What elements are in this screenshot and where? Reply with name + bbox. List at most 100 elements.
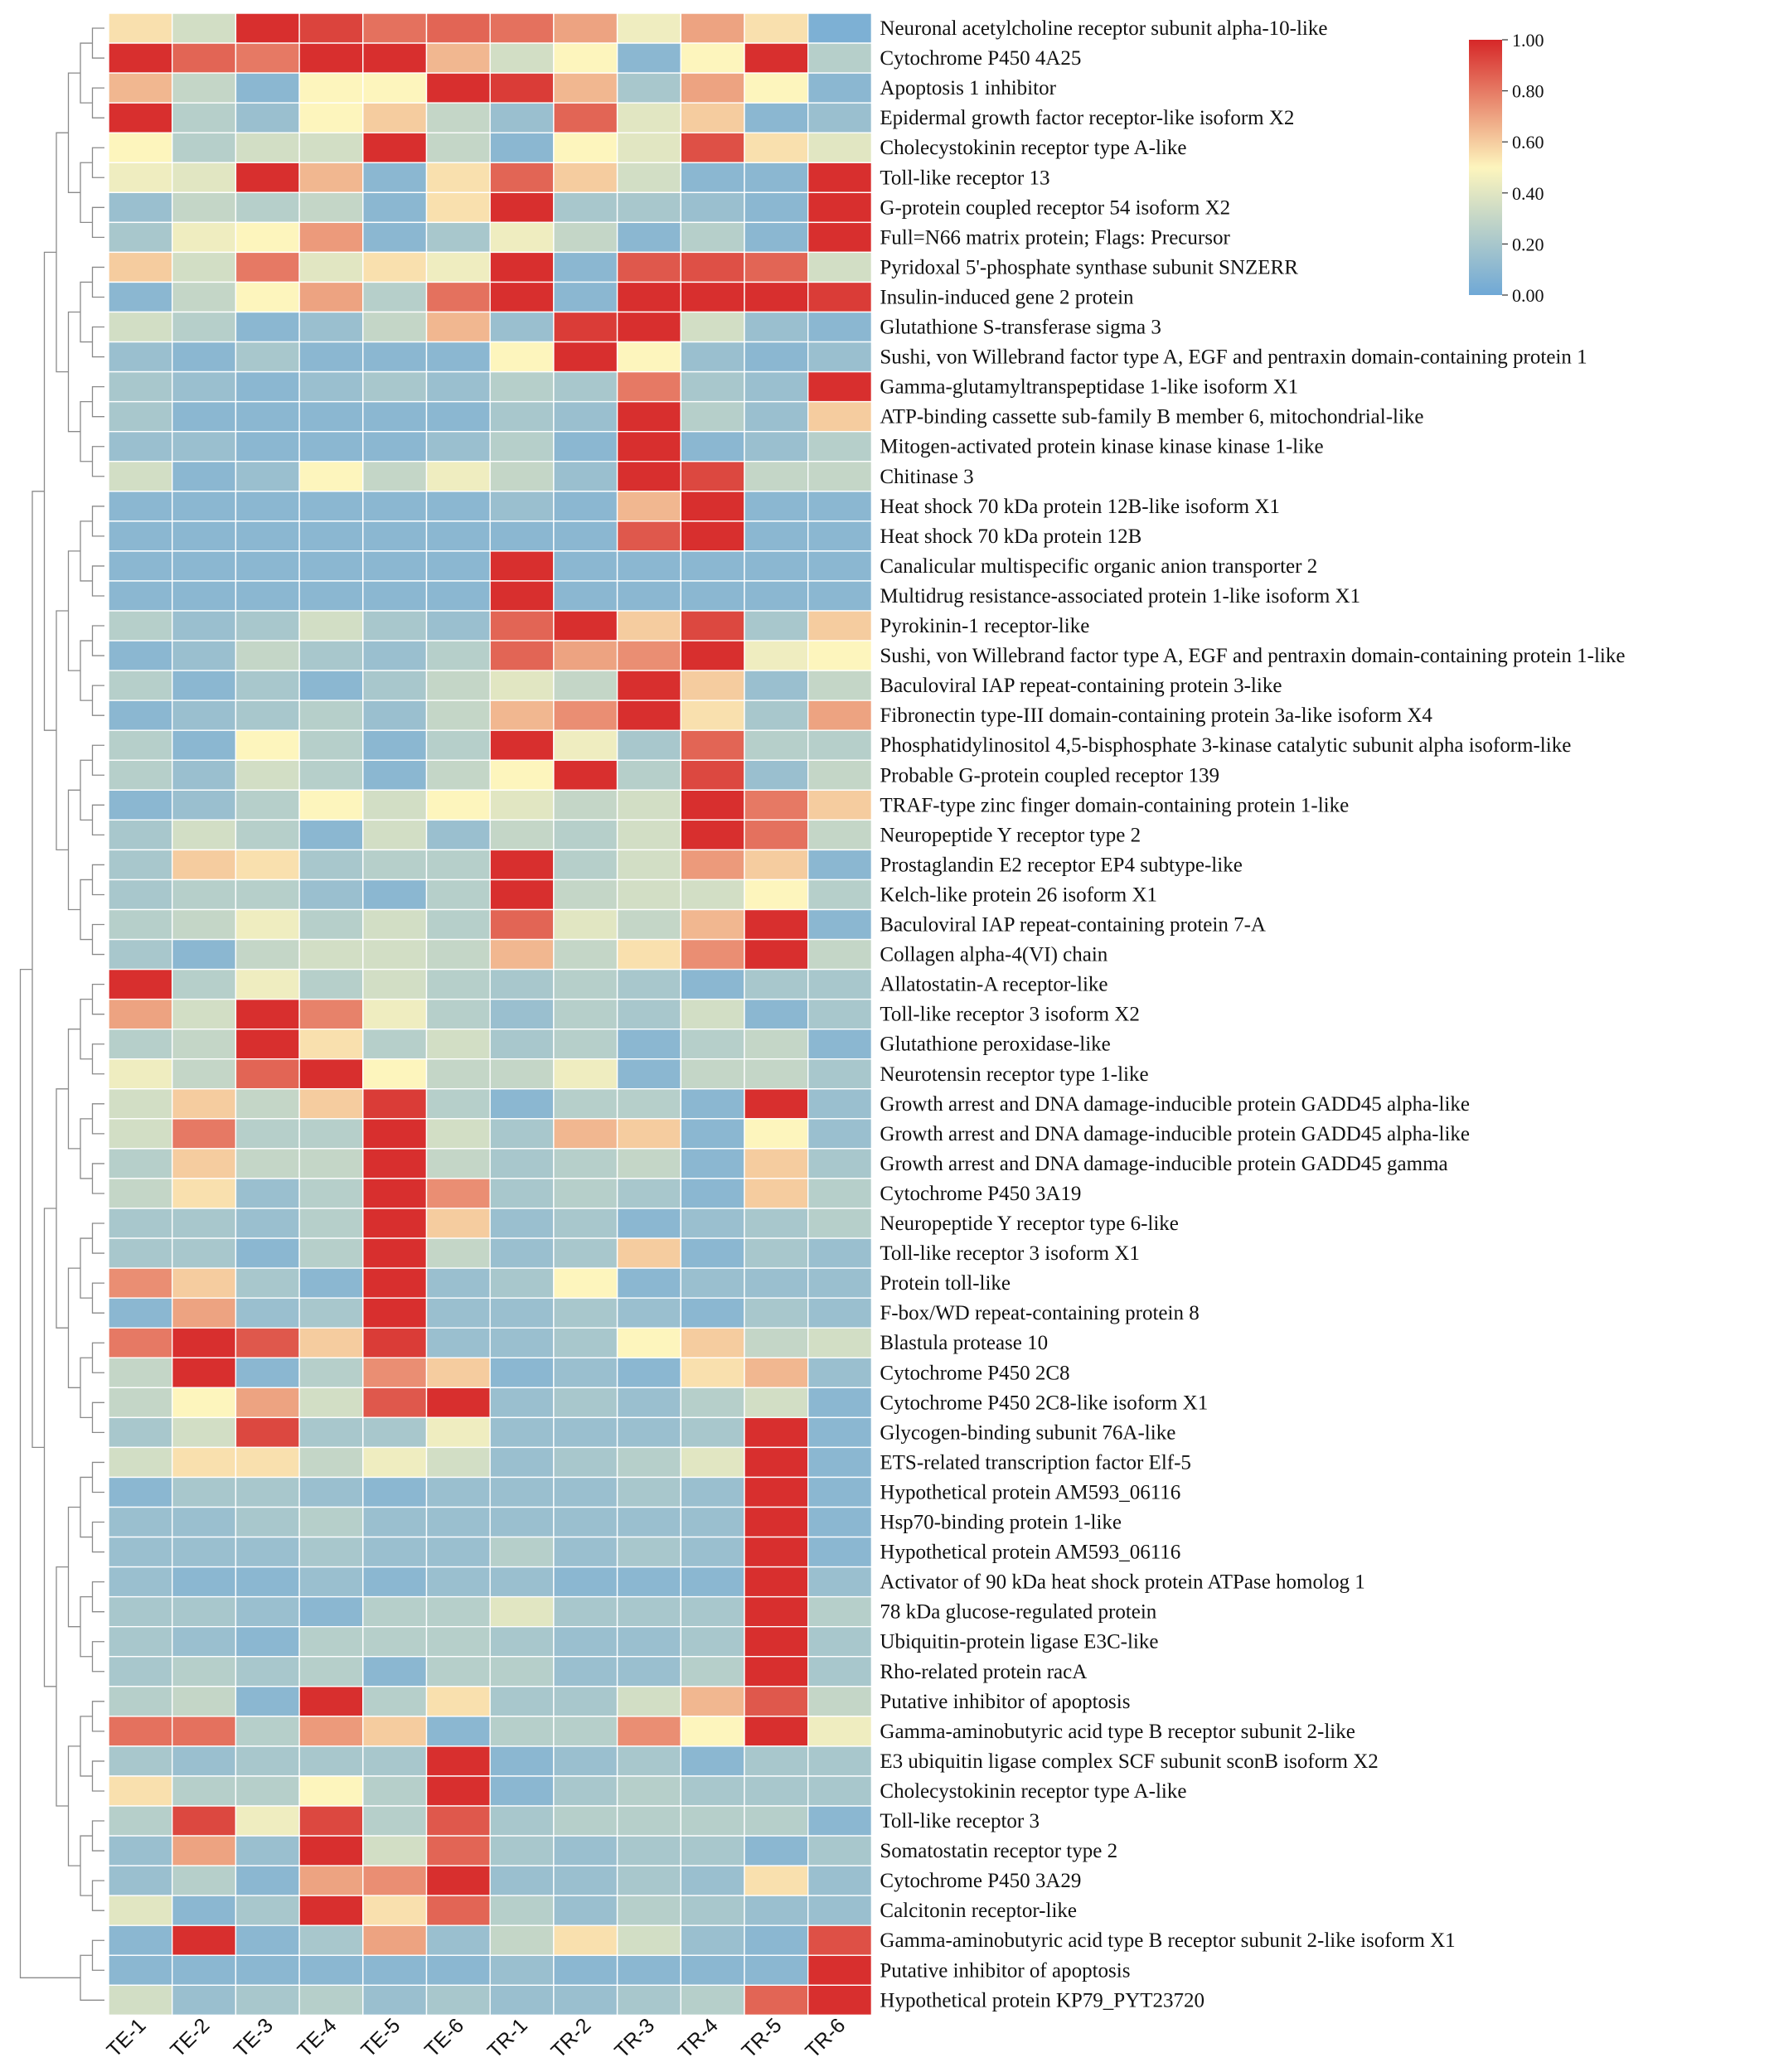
row-label: Collagen alpha-4(VI) chain [880,944,1108,966]
row-label: Gamma-aminobutyric acid type B receptor … [880,1929,1455,1952]
heatmap-cell [616,1058,681,1090]
heatmap-cell [171,1835,237,1866]
heatmap-cell [616,1208,681,1239]
heatmap-cell [108,221,173,254]
row-label: Cytochrome P450 2C8-like isoform X1 [880,1392,1208,1414]
heatmap-cell [108,191,173,224]
heatmap-cell [362,1984,428,2016]
heatmap-cell [298,1835,364,1866]
heatmap-cell [108,819,173,851]
heatmap-cell [425,640,491,671]
heatmap-cell [553,370,618,403]
heatmap-cell [489,162,555,193]
heatmap-cell [425,1208,491,1239]
dendrogram-branch [67,311,80,433]
column-label: TR-6 [801,2014,850,2063]
heatmap-cell [553,1954,618,1986]
heatmap-cell [298,12,364,44]
heatmap-cell [807,759,873,791]
heatmap-cell [807,221,873,254]
heatmap-cell [553,162,618,193]
row-label: Rho-related protein racA [880,1661,1087,1683]
heatmap-cell [171,1506,237,1538]
heatmap-cell [807,550,873,582]
heatmap-cell [616,1506,681,1538]
heatmap-cell [108,1895,173,1926]
heatmap-cell [425,162,491,193]
heatmap-cell [489,1446,555,1479]
heatmap-cell [235,400,300,433]
heatmap-cell [298,42,364,74]
heatmap-cell [425,1716,491,1747]
heatmap-cell [807,400,873,433]
heatmap-cell [108,400,173,433]
heatmap-cell [489,370,555,403]
column-label: TE-6 [420,2014,468,2062]
heatmap-cell [807,1686,873,1717]
row-label: Baculoviral IAP repeat-containing protei… [880,914,1266,937]
heatmap-cell [362,819,428,851]
heatmap-cell [616,1686,681,1717]
heatmap-cell [553,1536,618,1568]
heatmap-cell [108,1984,173,2016]
heatmap-cell [807,1954,873,1986]
heatmap-cell [171,1595,237,1628]
heatmap-cell [425,1237,491,1269]
heatmap-cell [807,1895,873,1926]
dendrogram-branch [67,1506,80,1628]
heatmap-cell [362,1058,428,1090]
heatmap-cell [235,849,300,881]
heatmap-cell [489,1625,555,1658]
column-label: TR-5 [738,2014,787,2063]
heatmap-cell [425,550,491,582]
heatmap-cell [616,998,681,1030]
heatmap-cell [553,1805,618,1837]
dendrogram-branch [91,744,104,776]
heatmap-cell [362,1686,428,1717]
heatmap-cell [616,311,681,343]
heatmap-cell [680,400,745,433]
heatmap-cell [616,1775,681,1807]
dendrogram-branch [91,864,104,896]
heatmap-cell [616,1387,681,1419]
row-label: ETS-related transcription factor Elf-5 [880,1451,1191,1474]
heatmap-cell [744,1835,809,1866]
heatmap-cell [489,610,555,641]
heatmap-cell [362,251,428,283]
heatmap-cell [298,1416,364,1449]
dendrogram-branch [91,506,104,537]
heatmap-cell [489,819,555,851]
heatmap-cell [744,1058,809,1090]
heatmap-cell [807,998,873,1030]
heatmap-cell [680,640,745,671]
heatmap-cell [553,700,618,731]
heatmap-cell [680,1446,745,1479]
heatmap-cell [235,729,300,761]
heatmap-cell [680,1805,745,1837]
column-label: TR-2 [546,2014,595,2063]
heatmap-cell [744,1924,809,1956]
heatmap-cell [235,12,300,44]
heatmap-cell [362,1775,428,1807]
heatmap-cell [362,998,428,1030]
heatmap-cell [171,1566,237,1598]
dendrogram-branch [80,1596,93,1658]
heatmap-cell [298,191,364,224]
heatmap-cell [425,1536,491,1568]
heatmap-cell [553,759,618,791]
heatmap-cell [171,1865,237,1896]
heatmap-cell [744,1625,809,1658]
heatmap-cell [108,311,173,343]
heatmap-cell [108,1267,173,1299]
heatmap-cell [553,1148,618,1179]
heatmap-cell [108,550,173,582]
heatmap-cell [680,1506,745,1538]
heatmap-cell [680,1865,745,1896]
heatmap-cell [616,1835,681,1866]
heatmap-cell [171,1178,237,1209]
heatmap-cell [553,461,618,492]
heatmap-cell [553,1028,618,1060]
heatmap-cell [680,251,745,283]
heatmap-cell [171,1028,237,1060]
row-label: Prostaglandin E2 receptor EP4 subtype-li… [880,854,1242,876]
